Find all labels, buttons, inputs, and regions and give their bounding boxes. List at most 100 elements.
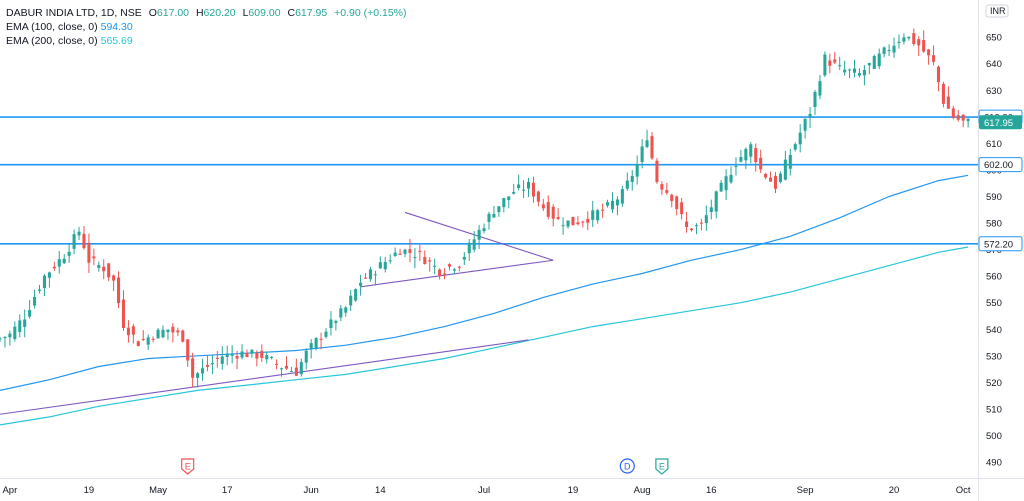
candle-body[interactable] xyxy=(665,190,669,193)
candle-body[interactable] xyxy=(877,53,881,67)
candle-body[interactable] xyxy=(556,217,560,219)
candle-body[interactable] xyxy=(734,166,738,168)
candle-body[interactable] xyxy=(67,251,71,256)
candle-body[interactable] xyxy=(87,242,91,263)
candle-body[interactable] xyxy=(33,296,37,306)
candle-body[interactable] xyxy=(719,182,723,192)
candle-body[interactable] xyxy=(630,176,634,182)
candle-body[interactable] xyxy=(956,115,960,120)
candle-body[interactable] xyxy=(13,326,17,340)
candle-body[interactable] xyxy=(635,163,639,177)
candle-body[interactable] xyxy=(887,50,891,52)
candle-body[interactable] xyxy=(344,307,348,313)
candle-body[interactable] xyxy=(18,320,22,333)
candle-body[interactable] xyxy=(823,54,827,76)
trend-line[interactable] xyxy=(360,259,554,288)
candle-body[interactable] xyxy=(37,289,42,291)
candle-body[interactable] xyxy=(897,41,901,43)
candle-body[interactable] xyxy=(576,222,580,225)
candle-body[interactable] xyxy=(769,177,773,182)
candle-body[interactable] xyxy=(670,194,674,202)
candle-body[interactable] xyxy=(828,60,832,66)
candle-body[interactable] xyxy=(433,265,437,267)
candle-body[interactable] xyxy=(428,260,432,262)
candle-body[interactable] xyxy=(131,326,135,335)
candle-body[interactable] xyxy=(625,180,629,189)
candle-body[interactable] xyxy=(586,218,590,223)
candle-body[interactable] xyxy=(156,329,160,339)
candle-body[interactable] xyxy=(872,56,876,69)
candle-body[interactable] xyxy=(694,225,698,227)
candle-body[interactable] xyxy=(704,215,708,224)
candle-body[interactable] xyxy=(551,206,555,219)
candle-body[interactable] xyxy=(680,202,684,215)
candle-body[interactable] xyxy=(912,33,916,45)
candle-body[interactable] xyxy=(852,68,857,73)
candle-body[interactable] xyxy=(754,148,758,163)
candle-body[interactable] xyxy=(961,114,965,121)
candle-body[interactable] xyxy=(275,363,279,365)
dividend-event-marker[interactable] xyxy=(619,458,635,474)
candle-body[interactable] xyxy=(857,73,861,76)
candle-body[interactable] xyxy=(606,202,610,206)
candle-body[interactable] xyxy=(181,330,185,342)
candle-body[interactable] xyxy=(383,261,387,270)
candle-body[interactable] xyxy=(601,209,605,211)
candle-body[interactable] xyxy=(833,59,837,63)
candle-body[interactable] xyxy=(102,266,106,272)
candle-body[interactable] xyxy=(546,202,550,217)
candle-body[interactable] xyxy=(112,275,116,281)
candle-body[interactable] xyxy=(764,173,768,178)
candle-body[interactable] xyxy=(803,119,807,131)
candle-body[interactable] xyxy=(650,136,654,159)
candle-body[interactable] xyxy=(798,132,802,145)
price-line-label-box[interactable] xyxy=(978,157,1023,173)
candle-body[interactable] xyxy=(82,233,86,249)
candle-body[interactable] xyxy=(191,358,195,378)
candle-body[interactable] xyxy=(126,327,130,336)
candle-body[interactable] xyxy=(220,356,224,364)
candle-body[interactable] xyxy=(610,200,615,210)
candle-body[interactable] xyxy=(685,221,689,227)
candle-body[interactable] xyxy=(97,264,101,268)
candle-body[interactable] xyxy=(946,96,950,109)
candle-body[interactable] xyxy=(0,338,2,340)
candle-body[interactable] xyxy=(200,368,205,374)
candle-body[interactable] xyxy=(368,269,372,280)
candle-body[interactable] xyxy=(309,343,313,349)
candle-body[interactable] xyxy=(314,338,318,349)
candle-body[interactable] xyxy=(299,362,303,375)
candle-body[interactable] xyxy=(329,319,333,329)
candle-body[interactable] xyxy=(541,204,545,209)
earnings-event-marker[interactable] xyxy=(655,458,669,475)
candle-body[interactable] xyxy=(862,70,866,76)
candle-body[interactable] xyxy=(294,367,298,376)
candle-body[interactable] xyxy=(808,113,812,118)
candle-body[interactable] xyxy=(522,189,526,191)
candle-body[interactable] xyxy=(793,144,797,150)
price-line-label-box[interactable] xyxy=(978,236,1023,252)
candle-body[interactable] xyxy=(640,146,644,163)
candle-body[interactable] xyxy=(759,157,763,170)
candle-body[interactable] xyxy=(210,362,214,365)
candle-body[interactable] xyxy=(393,252,397,256)
candle-body[interactable] xyxy=(47,272,51,278)
candle-body[interactable] xyxy=(304,350,308,363)
candle-body[interactable] xyxy=(487,213,491,222)
candle-body[interactable] xyxy=(52,266,56,269)
candle-body[interactable] xyxy=(507,196,511,200)
candle-body[interactable] xyxy=(724,176,728,191)
candle-body[interactable] xyxy=(230,354,234,356)
last-price-badge[interactable] xyxy=(979,115,1022,130)
candle-body[interactable] xyxy=(438,269,442,277)
candle-body[interactable] xyxy=(561,225,565,227)
candle-body[interactable] xyxy=(354,289,358,301)
candle-body[interactable] xyxy=(907,36,911,39)
candle-body[interactable] xyxy=(467,242,471,254)
candle-body[interactable] xyxy=(783,159,787,180)
candle-body[interactable] xyxy=(378,262,382,269)
candle-body[interactable] xyxy=(334,321,338,324)
candle-body[interactable] xyxy=(413,257,417,259)
